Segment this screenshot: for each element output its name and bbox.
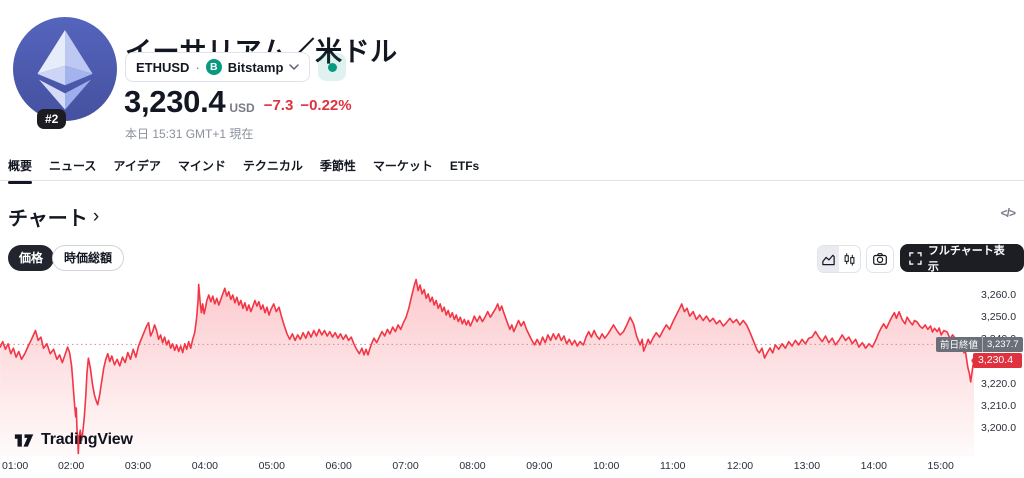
tradingview-logo-icon (14, 433, 34, 447)
x-tick: 13:00 (793, 460, 821, 472)
tab-overview[interactable]: 概要 (8, 156, 33, 184)
snapshot-button[interactable] (866, 245, 894, 273)
y-tick: 3,260.0 (981, 289, 1017, 301)
y-tick: 3,200.0 (981, 422, 1017, 434)
prev-close-value: 3,237.7 (987, 338, 1019, 350)
x-tick: 03:00 (124, 460, 152, 472)
x-tick: 02:00 (57, 460, 85, 472)
exchange-name: Bitstamp (227, 59, 284, 75)
y-tick: 3,220.0 (981, 377, 1017, 390)
market-status-button[interactable] (318, 53, 347, 81)
fullscreen-icon (909, 251, 922, 265)
y-tick: 3,250.0 (981, 311, 1017, 324)
x-tick: 14:00 (860, 460, 887, 472)
tab-seasonals[interactable]: 季節性 (319, 159, 356, 173)
x-tick: 01:00 (2, 460, 29, 472)
x-tick: 09:00 (526, 460, 553, 472)
symbol-separator: · (195, 59, 200, 75)
tab-minds[interactable]: マインド (177, 159, 226, 173)
x-tick: 05:00 (258, 460, 285, 472)
x-tick: 04:00 (191, 460, 219, 472)
full-chart-button[interactable]: フルチャート表示 (900, 244, 1024, 273)
ethereum-logo: #2 (13, 17, 117, 129)
prev-close-badge: 前日終値 3,237.7 (936, 336, 1023, 352)
ethereum-coin-icon (13, 17, 117, 121)
tab-news[interactable]: ニュース (49, 159, 97, 173)
tab-bar: 概要 ニュース アイデア マインド テクニカル 季節性 マーケット ETFs (0, 156, 1024, 184)
price-row: 3,230.4 USD −7.3 −0.22% (124, 86, 352, 117)
market-open-dot-icon (327, 62, 337, 72)
symbol-picker-button[interactable]: ETHUSD · B Bitstamp (125, 52, 311, 82)
price-line (0, 278, 975, 455)
symbol-ticker: ETHUSD (136, 59, 190, 75)
x-tick: 07:00 (392, 460, 419, 472)
embed-code-icon[interactable]: </> (1000, 206, 1016, 220)
price-toggle-button[interactable]: 価格 (8, 245, 55, 271)
chevron-down-icon (289, 64, 300, 71)
x-tick: 08:00 (459, 460, 486, 472)
rank-badge: #2 (37, 109, 67, 129)
change-absolute: −7.3 (263, 97, 294, 114)
prev-close-label: 前日終値 (940, 340, 979, 352)
x-tick: 06:00 (325, 460, 352, 472)
chart-style-switch (817, 245, 861, 273)
price-currency: USD (229, 101, 255, 115)
x-tick: 15:00 (927, 460, 954, 472)
chevron-right-icon: › (92, 206, 100, 227)
area-chart-icon (822, 254, 835, 265)
area-fill (0, 279, 975, 456)
tab-technicals[interactable]: テクニカル (242, 159, 303, 173)
last-price: 3,230.4 (124, 84, 226, 119)
bitstamp-icon: B (205, 59, 222, 75)
section-title-text: チャート (8, 208, 88, 230)
y-tick: 3,210.0 (981, 399, 1017, 412)
candlestick-icon (844, 252, 855, 266)
x-tick: 12:00 (726, 460, 754, 472)
camera-icon (873, 253, 887, 265)
symbol-row: ETHUSD · B Bitstamp (125, 52, 347, 82)
x-tick: 11:00 (659, 460, 686, 472)
marketcap-toggle-button[interactable]: 時価総額 (52, 245, 125, 271)
tradingview-brand-text: TradingView (41, 431, 133, 448)
candle-chart-style-button[interactable] (839, 246, 860, 272)
tab-etfs[interactable]: ETFs (449, 159, 480, 173)
chart-section-title[interactable]: チャート › (8, 202, 99, 231)
last-price-badge: 3,230.4 (973, 353, 1022, 369)
full-chart-label: フルチャート表示 (927, 245, 1005, 273)
tab-markets[interactable]: マーケット (372, 159, 433, 173)
tradingview-attribution[interactable]: TradingView (14, 431, 133, 449)
badge-divider (982, 336, 984, 352)
x-tick: 10:00 (593, 460, 620, 472)
quote-timestamp: 本日 15:31 GMT+1 現在 (125, 127, 254, 141)
change-percent: −0.22% (300, 97, 352, 114)
area-chart-style-button[interactable] (818, 246, 839, 272)
price-change: −7.3 −0.22% (264, 97, 352, 117)
tab-ideas[interactable]: アイデア (113, 159, 161, 173)
